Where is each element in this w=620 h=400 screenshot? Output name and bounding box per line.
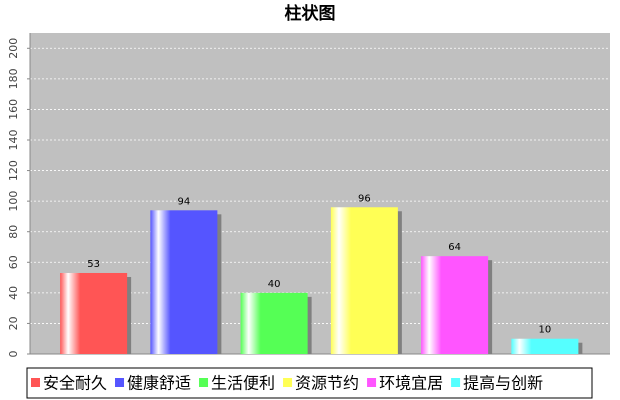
y-tick-label: 120 [7, 160, 20, 181]
legend-label: 环境宜居 [379, 374, 443, 393]
legend-label: 提高与创新 [463, 374, 543, 393]
y-tick-label: 0 [7, 351, 20, 358]
y-tick-label: 20 [7, 316, 20, 330]
bar [421, 256, 489, 354]
value-label: 96 [358, 193, 371, 204]
legend-label: 生活便利 [211, 374, 275, 393]
value-label: 94 [178, 196, 191, 207]
value-label: 53 [87, 259, 100, 270]
value-label: 64 [448, 242, 461, 253]
y-tick-label: 200 [7, 38, 20, 59]
bar [240, 292, 308, 354]
bar [150, 210, 218, 354]
legend-swatch [451, 378, 461, 387]
y-tick-label: 140 [7, 130, 20, 151]
y-tick-label: 180 [7, 68, 20, 89]
bar [60, 272, 128, 354]
legend-label: 资源节约 [295, 374, 359, 393]
y-tick-label: 80 [7, 225, 20, 239]
chart-title: 柱状图 [285, 3, 336, 24]
legend-swatch [115, 378, 125, 387]
y-tick-label: 60 [7, 255, 20, 269]
y-tick-label: 160 [7, 99, 20, 120]
legend-swatch [199, 378, 209, 387]
legend-swatch [367, 378, 377, 387]
value-label: 40 [268, 279, 281, 290]
legend-swatch [283, 378, 293, 387]
legend-swatch [31, 378, 40, 387]
legend-label: 健康舒适 [127, 374, 191, 393]
bar [330, 207, 398, 354]
value-label: 10 [539, 325, 552, 336]
y-tick-label: 100 [7, 191, 20, 212]
legend-label: 安全耐久 [43, 374, 107, 393]
y-tick-label: 40 [7, 286, 20, 300]
bar [511, 338, 579, 354]
